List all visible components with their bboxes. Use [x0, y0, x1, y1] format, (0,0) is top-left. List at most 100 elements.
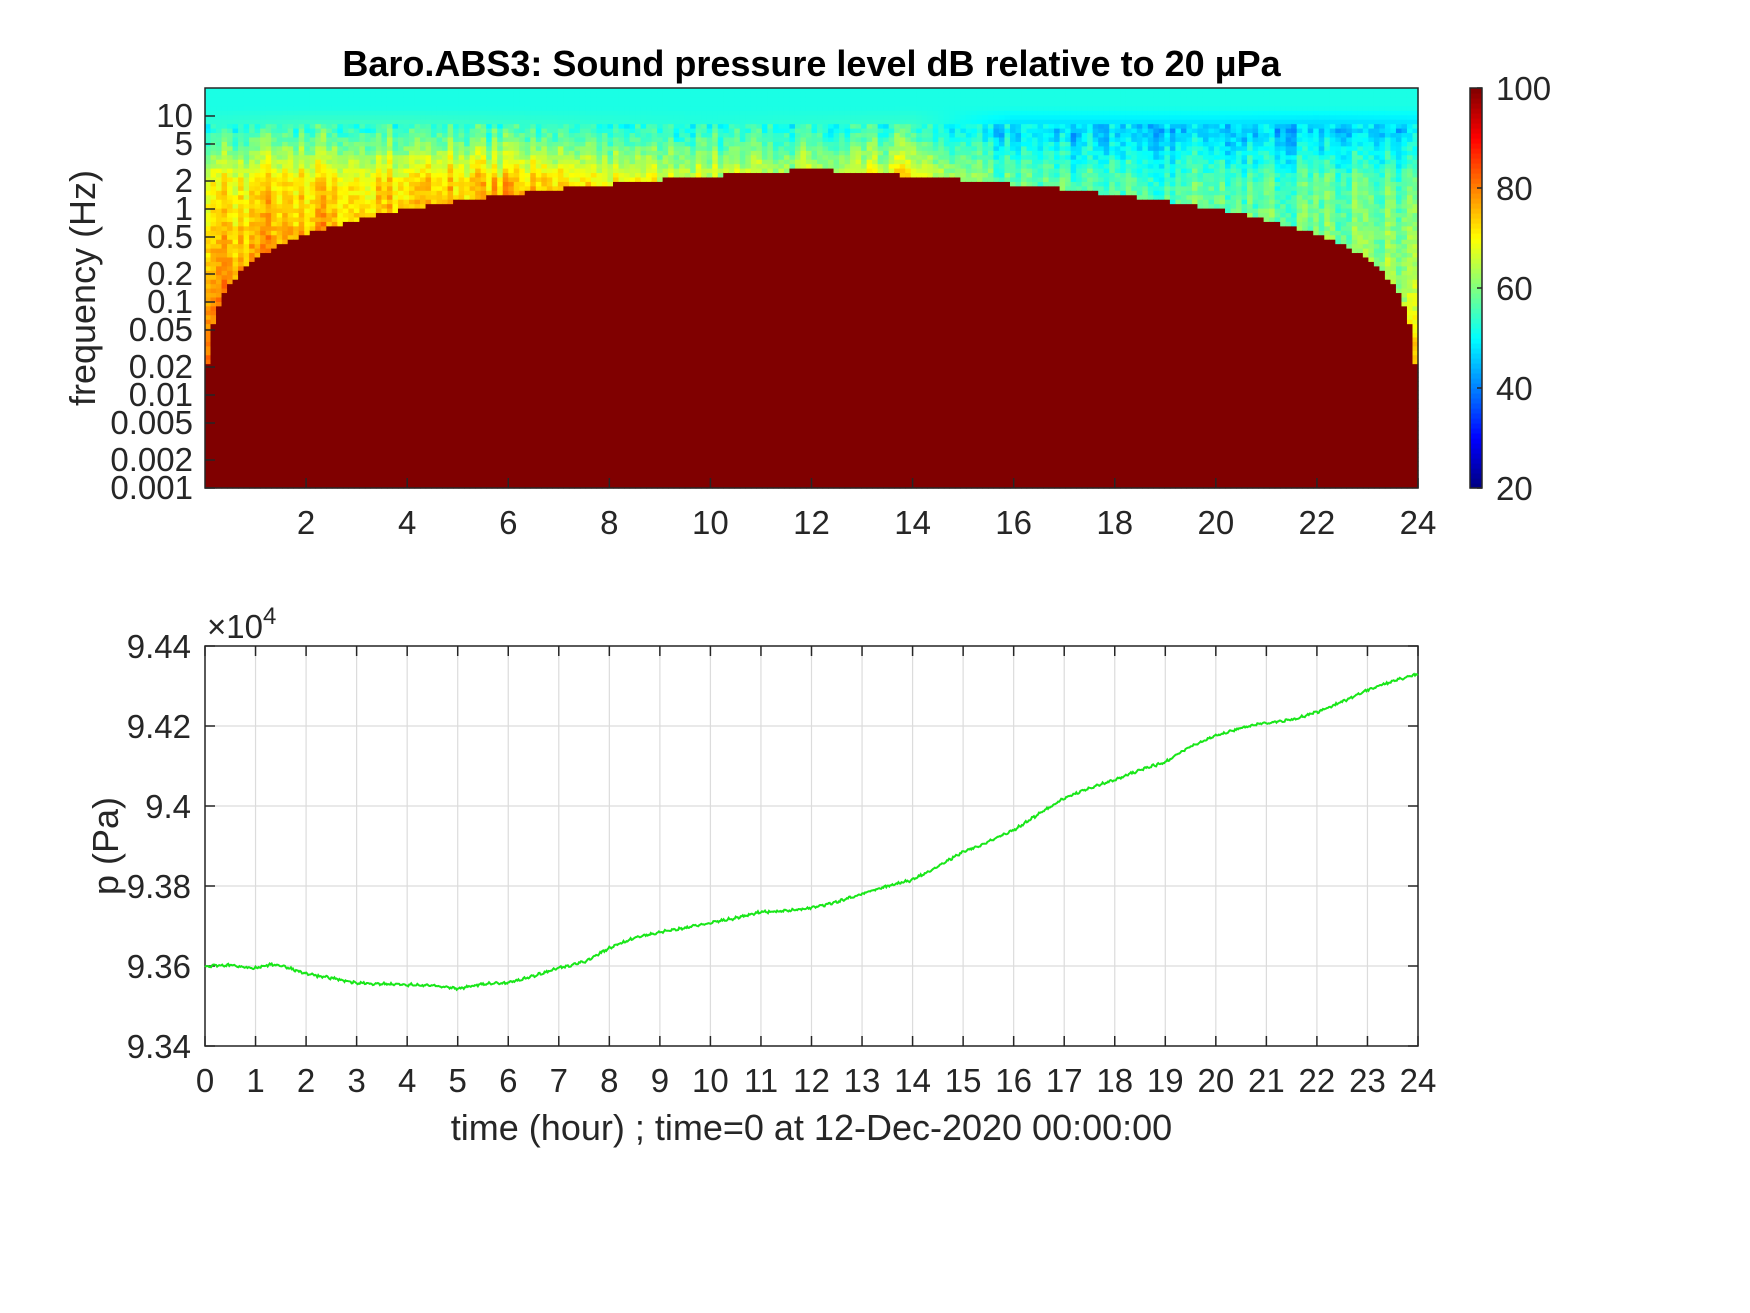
spectrogram-cell — [420, 448, 427, 454]
spectrogram-cell — [227, 114, 234, 120]
spectrogram-cell — [508, 328, 515, 334]
spectrogram-cell — [353, 439, 360, 445]
spectrogram-cell — [232, 252, 239, 258]
spectrogram-cell — [359, 376, 366, 382]
spectrogram-cell — [315, 319, 322, 325]
spectrogram-cell — [364, 194, 372, 200]
spectrogram-cell — [375, 283, 383, 289]
spectrogram-cell — [243, 168, 250, 174]
spectrogram-cell — [447, 105, 454, 111]
spectrogram-cell — [491, 163, 498, 169]
spectrogram-cell — [381, 199, 388, 205]
spectrogram-cell — [260, 301, 267, 307]
spectrogram-cell — [293, 390, 300, 396]
spectrogram-cell — [342, 101, 349, 107]
spectrogram-cell — [271, 150, 278, 156]
spectrogram-cell — [486, 412, 493, 418]
spectrogram-cell — [298, 359, 305, 365]
spectrogram-cell — [475, 239, 482, 245]
spectrogram-cell — [216, 336, 223, 342]
spectrogram-cell — [227, 261, 234, 267]
spectrogram-cell — [386, 119, 394, 125]
spectrogram-cell — [271, 425, 278, 431]
spectrogram-cell — [287, 408, 294, 414]
spectrogram-cell — [359, 119, 366, 125]
spectrogram-cell — [359, 234, 366, 240]
spectrogram-cell — [221, 141, 228, 147]
spectrogram-cell — [243, 452, 250, 458]
spectrogram-cell — [315, 474, 322, 480]
spectrogram-cell — [265, 368, 272, 374]
spectrogram-cell — [431, 354, 438, 360]
spectrogram-cell — [375, 434, 383, 440]
spectrogram-cell — [320, 483, 327, 489]
spectrogram-cell — [348, 461, 355, 467]
spectrogram-title: Baro.ABS3: Sound pressure level dB relat… — [342, 43, 1281, 84]
spectrogram-cell — [386, 101, 394, 107]
spectrogram-cell — [210, 123, 217, 129]
spectrogram-cell — [232, 452, 239, 458]
spectrogram-cell — [475, 208, 482, 214]
spectrogram-cell — [309, 381, 316, 387]
spectrogram-cell — [502, 305, 509, 311]
spectrogram-cell — [216, 305, 223, 311]
spectrogram-cell — [436, 323, 443, 329]
spectrogram-cell — [276, 323, 283, 329]
spectrogram-cell — [436, 261, 443, 267]
spectrogram-cell — [216, 421, 223, 427]
spectrogram-cell — [359, 332, 366, 338]
spectrogram-cell — [392, 141, 399, 147]
spectrogram-cell — [375, 221, 383, 227]
spectrogram-cell — [442, 119, 449, 125]
spectrogram-cell — [265, 279, 272, 285]
spectrogram-cell — [359, 345, 366, 351]
spectrogram-cell — [508, 301, 515, 307]
spectrogram-cell — [276, 456, 283, 462]
spectrogram-cell — [249, 212, 256, 218]
spectrogram-cell — [403, 394, 410, 400]
spectrogram-cell — [381, 136, 388, 142]
spectrogram-cell — [447, 141, 454, 147]
spectrogram-cell — [508, 474, 515, 480]
spectrogram-cell — [447, 301, 454, 307]
spectrogram-cell — [370, 372, 377, 378]
spectrogram-cell — [480, 399, 487, 405]
spectrogram-cell — [386, 123, 394, 129]
spectrogram-cell — [232, 150, 239, 156]
spectrogram-cell — [502, 319, 509, 325]
spectrogram-cell — [370, 345, 377, 351]
spectrogram-cell — [480, 274, 487, 280]
spectrogram-cell — [298, 154, 305, 160]
spectrogram-cell — [254, 119, 261, 125]
spectrogram-cell — [243, 479, 250, 485]
spectrogram-cell — [287, 425, 294, 431]
spectrogram-cell — [386, 181, 394, 187]
spectrogram-cell — [216, 96, 223, 102]
spectrogram-cell — [464, 319, 471, 325]
spectrogram-cell — [458, 190, 465, 196]
spectrogram-cell — [370, 425, 377, 431]
spectrogram-cell — [276, 243, 283, 249]
spectrogram-cell — [309, 150, 316, 156]
spectrogram-cell — [386, 448, 394, 454]
spectrogram-cell — [486, 323, 493, 329]
spectrogram-cell — [409, 425, 416, 431]
spectrogram-cell — [436, 101, 443, 107]
spectrogram-cell — [271, 208, 278, 214]
spectrogram-cell — [353, 203, 360, 209]
spectrogram-cell — [464, 194, 471, 200]
spectrogram-cell — [486, 448, 493, 454]
spectrogram-cell — [469, 132, 476, 138]
spectrogram-cell — [331, 163, 338, 169]
spectrogram-cell — [469, 416, 476, 422]
spectrogram-cell — [271, 448, 278, 454]
spectrogram-cell — [216, 341, 223, 347]
spectrogram-cell — [425, 119, 432, 125]
spectrogram-cell — [486, 443, 493, 449]
spectrogram-cell — [375, 354, 383, 360]
spectrogram-cell — [403, 283, 410, 289]
spectrogram-cell — [359, 416, 366, 422]
spectrogram-cell — [254, 190, 261, 196]
spectrogram-cell — [497, 408, 504, 414]
spectrogram-cell — [436, 421, 443, 427]
